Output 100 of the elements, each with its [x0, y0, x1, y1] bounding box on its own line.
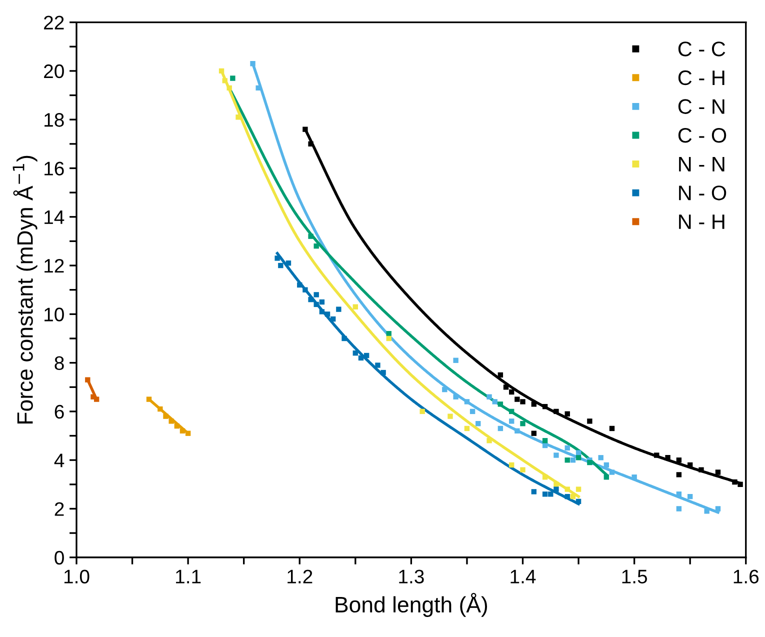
point: [564, 457, 570, 463]
y-tick-label: 6: [54, 404, 64, 419]
legend-label: C - C: [678, 42, 726, 56]
point: [319, 299, 325, 305]
y-tick-label: 12: [44, 258, 64, 273]
legend-label: C - N: [678, 99, 724, 114]
point: [319, 309, 325, 314]
point: [508, 408, 514, 414]
x-axis-title: Bond length (Å): [336, 592, 488, 617]
y-tick-label: 10: [44, 308, 64, 322]
point: [85, 377, 90, 382]
point: [386, 331, 392, 336]
point: [676, 506, 682, 512]
point: [576, 498, 582, 504]
point: [274, 256, 280, 261]
point: [508, 418, 514, 424]
point: [542, 442, 548, 448]
y-tick-label: 0: [54, 550, 64, 565]
point: [520, 421, 526, 426]
point: [564, 445, 570, 451]
point: [542, 474, 548, 480]
point: [453, 358, 458, 363]
point: [486, 438, 492, 444]
legend-label: C - O: [678, 128, 726, 143]
point: [554, 486, 559, 492]
point: [587, 460, 592, 466]
point: [531, 489, 537, 494]
point: [218, 68, 224, 74]
point: [564, 486, 570, 492]
y-tick-label: 22: [44, 16, 64, 30]
point: [542, 404, 548, 410]
point: [286, 260, 292, 266]
point: [715, 470, 721, 475]
x-tick-label: 1.4: [510, 570, 536, 584]
point: [508, 462, 514, 468]
point: [94, 396, 100, 402]
point: [564, 494, 570, 500]
point: [676, 472, 682, 478]
point: [380, 370, 386, 376]
point: [314, 302, 319, 308]
point: [698, 467, 704, 472]
x-tick-label: 1.5: [622, 570, 648, 584]
legend-label: N - N: [679, 156, 724, 172]
point: [314, 292, 319, 298]
point: [508, 389, 514, 395]
point: [226, 85, 232, 91]
point: [278, 262, 284, 268]
point: [520, 467, 526, 472]
point: [358, 355, 364, 361]
point: [554, 452, 559, 458]
point: [564, 411, 570, 416]
point: [738, 482, 743, 488]
point: [174, 423, 180, 429]
point: [520, 399, 526, 404]
point: [498, 426, 504, 432]
point: [302, 287, 308, 292]
point: [498, 402, 504, 407]
point: [386, 336, 392, 342]
point: [531, 402, 537, 407]
point: [453, 394, 458, 400]
point: [256, 85, 261, 91]
point: [352, 350, 358, 356]
point: [464, 426, 470, 432]
point: [598, 455, 604, 460]
point: [576, 455, 582, 460]
y-tick-label: 20: [44, 64, 64, 78]
point: [324, 312, 330, 317]
point: [180, 428, 186, 434]
point: [576, 486, 582, 492]
y-tick-label: 14: [44, 210, 64, 224]
y-tick-label: 4: [54, 454, 64, 468]
point: [604, 462, 610, 468]
point: [587, 418, 592, 424]
point: [364, 352, 370, 358]
point: [654, 452, 660, 458]
x-tick-label: 1.0: [64, 570, 90, 584]
point: [236, 114, 241, 120]
point: [470, 408, 476, 414]
y-axis-title: Force constant (mDyn Å$^{−1}$): [12, 156, 38, 424]
point: [464, 399, 470, 404]
point: [314, 243, 319, 249]
point: [609, 426, 615, 432]
point: [570, 494, 576, 500]
y-tick-label: 18: [44, 113, 64, 127]
point: [442, 386, 448, 392]
point: [185, 430, 191, 436]
point: [503, 384, 509, 390]
point: [604, 474, 610, 480]
point: [676, 457, 682, 463]
point: [448, 414, 453, 419]
legend-label: C - H: [678, 70, 724, 86]
point: [609, 470, 615, 475]
point: [732, 479, 738, 485]
point: [570, 457, 576, 463]
point: [146, 396, 152, 402]
point: [336, 306, 342, 312]
point: [514, 396, 520, 402]
point: [548, 492, 554, 497]
point: [308, 296, 314, 302]
point: [308, 234, 314, 239]
